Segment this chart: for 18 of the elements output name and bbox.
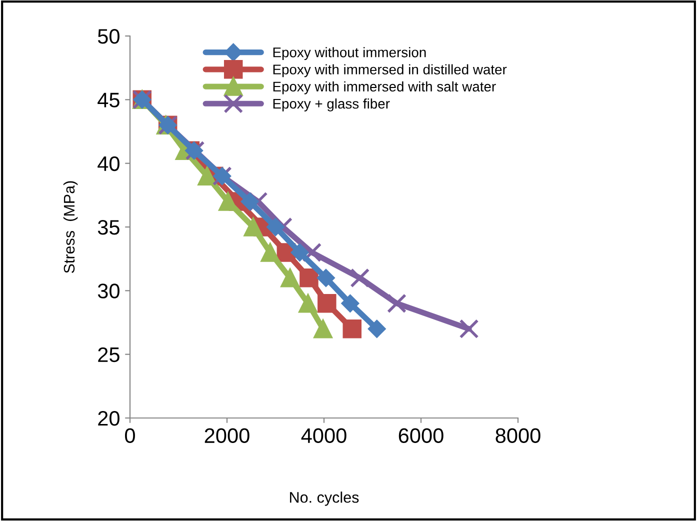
- x-axis-title: No. cycles: [290, 492, 359, 506]
- x-tick-label: 8000: [496, 428, 540, 444]
- y-tick-label: 40: [98, 156, 120, 172]
- y-axis-title: Stress (MPa): [63, 181, 78, 273]
- legend-label: Epoxy with immersed in distilled water: [273, 64, 507, 78]
- legend-label: Epoxy + glass fiber: [273, 98, 390, 112]
- x-tick-label: 0: [125, 428, 135, 444]
- y-tick-label: 50: [98, 29, 120, 44]
- legend-label: Epoxy with immersed with salt water: [273, 81, 496, 94]
- y-tick-label: 45: [98, 92, 120, 108]
- y-tick-label: 25: [98, 347, 120, 362]
- x-tick-label: 2000: [204, 428, 250, 444]
- legend-label: Epoxy without immersion: [273, 47, 426, 60]
- y-tick-label: 20: [98, 411, 120, 426]
- y-tick-label: 35: [98, 220, 120, 235]
- x-tick-label: 4000: [301, 428, 346, 444]
- y-tick-label: 30: [98, 284, 120, 298]
- x-tick-label: 6000: [398, 428, 444, 444]
